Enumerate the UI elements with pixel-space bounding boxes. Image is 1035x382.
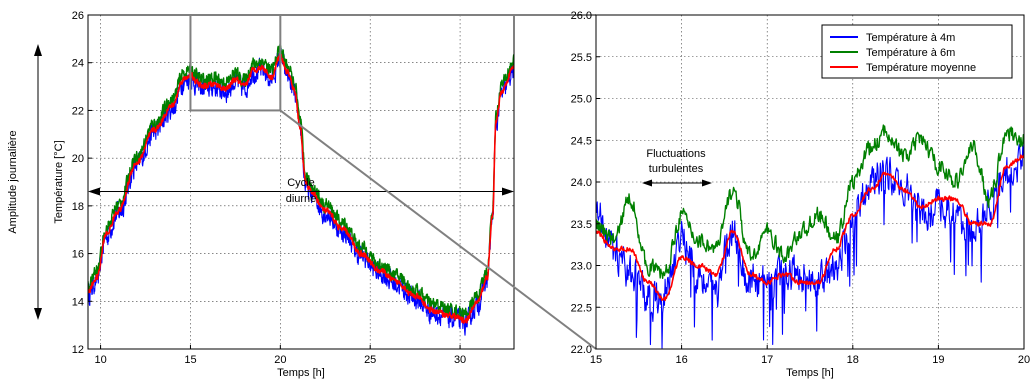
cycle-diurne-annotation: Cycle diurne	[88, 177, 514, 205]
cycle-arrow-right-head	[502, 187, 514, 196]
left-y-tick-label-4: 20	[72, 153, 84, 165]
right-series-line-1	[596, 124, 1024, 279]
fluctuations-arrow-left-head	[642, 179, 652, 187]
left-y-ticks: 12 14 16 18 20 22 24 26	[72, 10, 92, 356]
left-y-tick-label-6: 24	[72, 58, 84, 70]
amplitude-label: Amplitude journalière	[7, 130, 19, 233]
right-series-group	[596, 124, 1024, 349]
left-x-label: Temps [h]	[277, 367, 325, 379]
left-y-tick-label-7: 26	[72, 10, 84, 22]
amplitude-arrow-bottom-head	[34, 308, 42, 320]
left-y-tick-label-3: 18	[72, 201, 84, 213]
legend-label-4m: Température à 4m	[866, 32, 955, 44]
left-x-tick-label-4: 30	[454, 354, 466, 366]
left-y-tick-label-0: 12	[72, 344, 84, 356]
right-y-tick-label-2: 23.0	[571, 261, 592, 273]
left-chart: 10 15 20 25 30 12 14 16 18 20 22 24 26 Temps [h] Te…	[7, 10, 515, 379]
cycle-label-line2: diurne	[286, 193, 317, 205]
zoom-box	[189, 14, 282, 112]
left-x-tick-label-2: 20	[274, 354, 286, 366]
left-y-label: Température [°C]	[53, 140, 65, 223]
left-series-group	[88, 43, 514, 336]
right-x-ticks: 15 16 17 18 19 20	[590, 345, 1030, 366]
cycle-arrow-left-head	[88, 187, 100, 196]
right-x-label: Temps [h]	[786, 367, 834, 379]
right-y-ticks: 22.0 22.5 23.0 23.5 24.0 24.5 25.0 25.5 26.0	[571, 10, 600, 356]
left-series-line-2	[88, 53, 514, 324]
left-series-line-1	[88, 43, 514, 322]
left-y-tick-label-1: 14	[72, 296, 84, 308]
right-chart: 15 16 17 18 19 20 22.0 22.5 23.0 23.5 24.0 24.5 25.…	[571, 10, 1031, 379]
amplitude-arrow-top-head	[34, 44, 42, 56]
legend-label-moyenne: Température moyenne	[866, 62, 976, 74]
left-y-tick-label-5: 22	[72, 105, 84, 117]
right-y-tick-label-5: 24.5	[571, 135, 592, 147]
right-y-tick-label-6: 25.0	[571, 94, 592, 106]
right-y-tick-label-8: 26.0	[571, 10, 592, 22]
right-x-tick-label-3: 18	[847, 354, 859, 366]
left-y-tick-label-2: 16	[72, 249, 84, 261]
right-x-tick-label-5: 20	[1018, 354, 1030, 366]
amplitude-annotation: Amplitude journalière	[7, 44, 42, 320]
zoom-connector-bottom	[279, 109, 597, 350]
left-grid	[88, 15, 514, 349]
legend-label-6m: Température à 6m	[866, 47, 955, 59]
left-x-ticks: 10 15 20 25 30	[94, 345, 466, 366]
right-x-tick-label-2: 17	[761, 354, 773, 366]
right-y-tick-label-3: 23.5	[571, 219, 592, 231]
legend: Température à 4m Température à 6m Tempér…	[821, 24, 1013, 79]
fluctuations-annotation: Fluctuations turbulentes	[642, 148, 712, 187]
fluctuations-label-line2: turbulentes	[649, 163, 704, 175]
left-x-tick-label-0: 10	[94, 354, 106, 366]
left-x-tick-label-3: 25	[364, 354, 376, 366]
right-x-tick-label-4: 19	[932, 354, 944, 366]
right-series-line-2	[596, 154, 1024, 302]
cycle-label-line1: Cycle	[287, 177, 315, 189]
zoom-connectors	[279, 14, 597, 350]
right-y-tick-label-1: 22.5	[571, 302, 592, 314]
right-x-tick-label-0: 15	[590, 354, 602, 366]
right-x-tick-label-1: 16	[675, 354, 687, 366]
fluctuations-label-line1: Fluctuations	[646, 148, 706, 160]
right-y-tick-label-7: 25.5	[571, 52, 592, 64]
left-x-tick-label-1: 15	[184, 354, 196, 366]
fluctuations-arrow-right-head	[702, 179, 712, 187]
right-y-tick-label-0: 22.0	[571, 344, 592, 356]
right-y-tick-label-4: 24.0	[571, 177, 592, 189]
